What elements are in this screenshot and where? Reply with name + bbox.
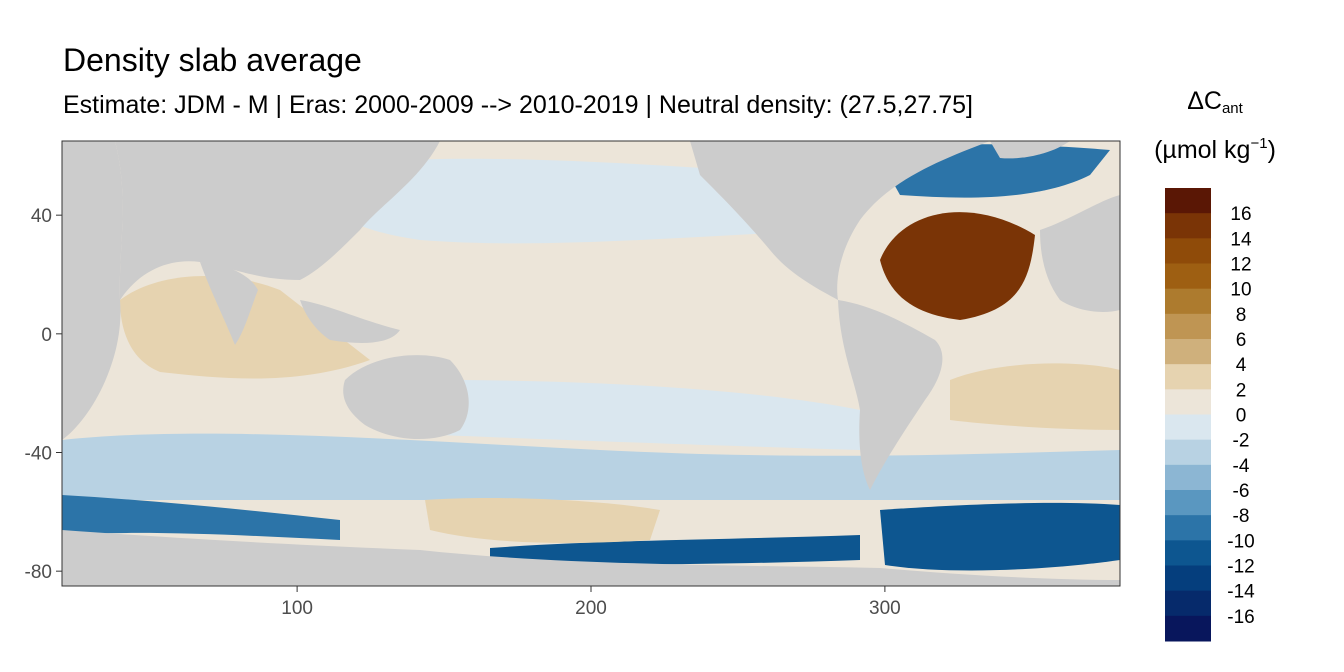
land-antarctica	[62, 530, 1120, 586]
land-india	[200, 262, 258, 345]
region-north-atlantic-subtropical	[880, 212, 1035, 320]
chart-title: Density slab average	[63, 42, 362, 78]
region-south-pacific	[440, 380, 860, 450]
legend-swatch	[1165, 389, 1211, 415]
x-tick-label: 100	[281, 598, 313, 619]
y-tick-label: 40	[31, 206, 52, 227]
legend-label: -16	[1227, 607, 1254, 628]
legend-swatch	[1165, 464, 1211, 491]
legend-title: ΔCant	[1140, 87, 1290, 117]
y-tick-label: 0	[41, 325, 52, 346]
region-ross-sea-patch	[425, 498, 660, 543]
legend-label: 4	[1236, 355, 1247, 376]
land-africa	[62, 141, 123, 440]
x-tick-label: 300	[869, 598, 901, 619]
legend-label: 8	[1236, 305, 1247, 326]
region-weddell-sea	[880, 502, 1120, 571]
chart-subtitle: Estimate: JDM - M | Eras: 2000-2009 --> …	[63, 91, 973, 119]
legend-label: 16	[1230, 204, 1251, 225]
region-circumpolar-current-indian	[62, 495, 340, 540]
legend-label: -2	[1233, 431, 1250, 452]
legend-swatch	[1165, 490, 1211, 516]
region-southern-ocean-band	[62, 433, 1120, 500]
legend-unit-main: (µmol kg	[1154, 136, 1251, 164]
legend-swatch	[1165, 565, 1211, 592]
y-axis: 40 0 -40 -80	[25, 206, 62, 583]
legend-swatch	[1165, 414, 1211, 441]
legend-title-main: ΔC	[1187, 87, 1222, 115]
legend-swatch	[1165, 540, 1211, 566]
land-indonesia	[300, 300, 400, 343]
region-circumpolar-current-pacific	[490, 535, 860, 565]
legend-swatch	[1165, 590, 1211, 617]
legend-label: 10	[1230, 280, 1251, 301]
legend-label: 12	[1230, 255, 1251, 276]
legend-label: 2	[1236, 380, 1247, 401]
legend-swatch	[1165, 313, 1211, 340]
legend-swatch	[1165, 615, 1211, 642]
legend-label: -12	[1227, 557, 1254, 578]
legend-label: -6	[1233, 481, 1250, 502]
map-panel	[62, 141, 1120, 586]
legend-swatch	[1165, 339, 1211, 365]
land-europe-africa-east	[1040, 195, 1120, 312]
legend-swatch	[1165, 439, 1211, 466]
region-south-atlantic	[950, 363, 1120, 430]
legend-unit-close: )	[1267, 136, 1276, 164]
legend-label: 0	[1236, 406, 1247, 427]
land-eurasia	[115, 141, 440, 300]
region-indian-ocean-north	[120, 276, 370, 379]
legend-swatch	[1165, 188, 1211, 214]
x-tick-label: 200	[575, 598, 607, 619]
legend-label: 6	[1236, 330, 1247, 351]
x-axis: 100 200 300	[281, 586, 901, 619]
region-indian-ocean-south	[150, 380, 340, 430]
y-tick-label: -40	[25, 444, 52, 465]
land-australia	[343, 355, 469, 440]
legend-title-sub: ant	[1221, 100, 1243, 117]
legend-swatch	[1165, 515, 1211, 541]
legend-swatch	[1165, 364, 1211, 390]
land-south-america	[838, 300, 943, 490]
legend-label: -8	[1233, 506, 1250, 527]
legend-swatch	[1165, 213, 1211, 239]
legend-label: -4	[1233, 456, 1250, 477]
legend-swatch	[1165, 288, 1211, 315]
region-equatorial-pacific	[390, 260, 840, 346]
legend-label: -14	[1227, 582, 1255, 603]
legend-unit-sup: −1	[1250, 135, 1268, 152]
land-north-america	[690, 141, 990, 300]
legend-colorbar: 16 14 12 10 8 6 4 2 0 -2 -4 -6 -8 -10 -12 -14 -16	[1165, 188, 1255, 642]
y-tick-label: -80	[25, 562, 52, 583]
legend-label: -10	[1227, 531, 1254, 552]
legend-swatch	[1165, 263, 1211, 290]
land	[62, 141, 1120, 586]
legend-swatch	[1165, 238, 1211, 264]
legend-label: 14	[1230, 229, 1252, 250]
legend-unit: (µmol kg−1)	[1140, 135, 1290, 165]
land-greenland	[990, 141, 1070, 159]
